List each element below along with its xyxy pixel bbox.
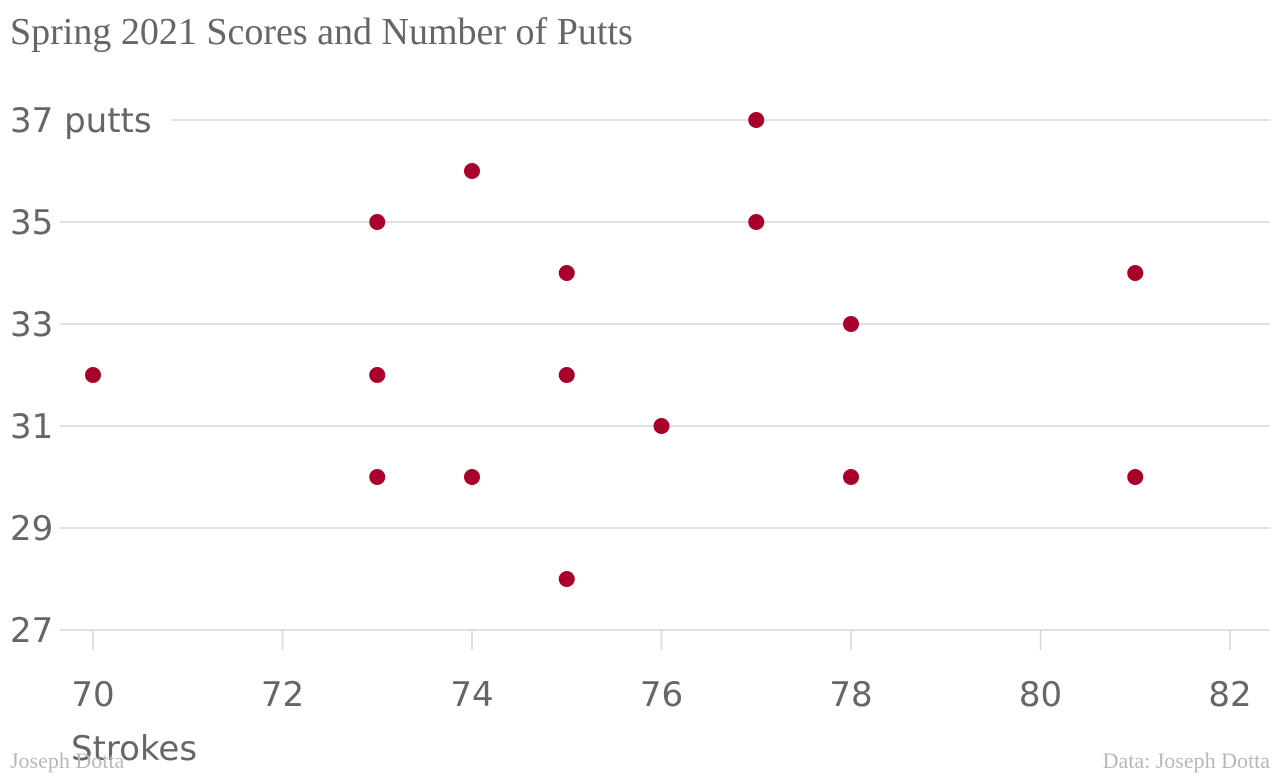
data-point[interactable] — [653, 418, 670, 434]
data-point[interactable] — [369, 367, 386, 383]
footer-credit: Joseph Dotta — [10, 748, 125, 773]
y-tick-label: 29 — [10, 509, 53, 549]
data-point[interactable] — [748, 214, 765, 230]
data-point[interactable] — [843, 316, 859, 332]
y-tick-label: 35 — [10, 203, 53, 243]
y-tick-label: 27 — [10, 611, 53, 651]
data-point[interactable] — [1127, 469, 1144, 485]
x-axis-label: Strokes — [71, 729, 197, 769]
x-tick-label: 76 — [640, 675, 683, 715]
data-point[interactable] — [558, 265, 575, 281]
data-point[interactable] — [748, 112, 765, 128]
y-gridlines — [60, 119, 1270, 631]
x-tick-label: 74 — [450, 675, 493, 715]
footer-source: Data: Joseph Dotta — [1102, 748, 1270, 773]
data-point[interactable] — [85, 367, 101, 383]
data-point[interactable] — [369, 214, 386, 230]
x-tick-label: 72 — [261, 675, 304, 715]
x-tick-label: 82 — [1208, 675, 1251, 715]
data-point[interactable] — [464, 163, 480, 179]
y-tick-labels: 27 29 31 33 35 37 putts — [10, 101, 152, 651]
x-tick-label: 70 — [71, 675, 114, 715]
data-point[interactable] — [843, 469, 859, 485]
x-tick-label: 78 — [829, 675, 872, 715]
data-point[interactable] — [558, 367, 575, 383]
data-point[interactable] — [464, 469, 480, 485]
x-ticks — [92, 630, 1231, 650]
y-tick-label: 37 putts — [10, 101, 152, 141]
x-tick-labels: 70 72 74 76 78 80 82 — [71, 675, 1251, 715]
y-tick-label: 31 — [10, 407, 53, 447]
x-tick-label: 80 — [1019, 675, 1062, 715]
chart-title: Spring 2021 Scores and Number of Putts — [10, 11, 633, 53]
data-point[interactable] — [558, 571, 575, 587]
data-point[interactable] — [1127, 265, 1144, 281]
data-points — [85, 112, 1144, 587]
y-tick-label: 33 — [10, 305, 53, 345]
data-point[interactable] — [369, 469, 386, 485]
